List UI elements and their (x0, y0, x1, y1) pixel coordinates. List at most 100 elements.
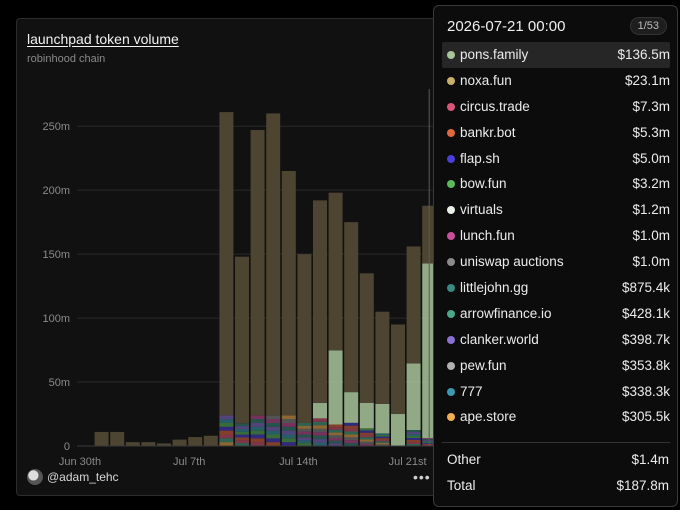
tooltip-item-name: noxa.fun (460, 72, 512, 88)
tooltip-item: bow.fun $3.2m (442, 171, 670, 197)
legend-dot-icon (447, 154, 455, 163)
bar-segment-noxa-fun (391, 324, 405, 415)
y-tick-label: 0 (64, 441, 70, 453)
bar-segment-other (375, 442, 390, 445)
bar-segment-other (297, 422, 312, 426)
x-tick-label: Jul 14th (279, 456, 318, 468)
bar-segment-other (375, 436, 390, 439)
bar-segment-noxa-fun (359, 273, 374, 403)
tooltip-item-value: $305.5k (621, 409, 670, 425)
tooltip-date: 2026-07-21 00:00 (447, 18, 566, 35)
bar-segment-other (219, 419, 234, 423)
bar-segment-other (328, 443, 343, 446)
bar-segment-other (344, 434, 359, 438)
tooltip-item-value: $1.2m (632, 202, 670, 218)
legend-dot-icon (447, 128, 455, 137)
tooltip-item-value: $1.0m (632, 254, 670, 270)
bar-segment-other (406, 430, 421, 433)
bar-segment-other (297, 434, 312, 438)
bar-segment-other (219, 415, 234, 420)
tooltip-item: pons.family $136.5m (442, 42, 670, 68)
bar-segment-other (266, 422, 281, 427)
bar-segment-noxa-fun (94, 431, 109, 446)
bar-segment-other (344, 443, 359, 446)
bar-segment-other (235, 440, 249, 444)
tooltip-page-indicator: 1/53 (629, 17, 667, 35)
bar-segment-other (328, 435, 343, 438)
tooltip-item: ape.store $305.5k (442, 404, 670, 430)
legend-dot-icon (447, 284, 455, 293)
chart-title[interactable]: launchpad token volume (27, 31, 179, 47)
tooltip-item: virtuals $1.2m (442, 197, 670, 223)
tooltip-item: pew.fun $353.8k (442, 353, 670, 379)
bar-segment-other (250, 438, 265, 443)
bar-segment-other (297, 443, 312, 446)
bar-segment-other (235, 443, 249, 446)
bar-segment-noxa-fun (297, 254, 312, 423)
bar-segment-other (375, 433, 390, 435)
tooltip-other-label: Other (447, 452, 481, 467)
bar-segment-other (266, 442, 281, 446)
bar-segment-other (281, 438, 296, 443)
tooltip-item: uniswap auctions $1.0m (442, 249, 670, 275)
bar-segment-noxa-fun (110, 431, 125, 446)
y-tick-label: 250m (42, 121, 70, 133)
tooltip-item: lunch.fun $1.0m (442, 223, 670, 249)
bar-segment-pons-family (328, 350, 343, 425)
bar-segment-other (375, 444, 390, 446)
bar-segment-other (235, 437, 249, 441)
bar-segment-other (281, 426, 296, 431)
tooltip-item: bankr.bot $5.3m (442, 120, 670, 146)
bar-segment-other (313, 439, 327, 443)
bar-segment-other (359, 443, 374, 446)
bar-segment-other (328, 437, 343, 441)
y-tick-label: 50m (49, 377, 70, 389)
bar-segment-noxa-fun (375, 311, 390, 404)
bar-segment-other (328, 429, 343, 433)
bar-segment-other (297, 440, 312, 444)
legend-dot-icon (447, 361, 455, 370)
bar-segment-other (344, 431, 359, 435)
bar-segment-other (250, 442, 265, 446)
bar-segment-other (297, 437, 312, 441)
bar-segment-other (250, 430, 265, 435)
legend-dot-icon (447, 180, 455, 189)
bar-segment-other (297, 428, 312, 432)
bar-segment-other (375, 439, 390, 442)
tooltip-item-name: bankr.bot (460, 124, 516, 140)
bar-segment-pons-family (359, 402, 374, 429)
tooltip-item-value: $7.3m (632, 98, 670, 114)
tooltip-item: littlejohn.gg $875.4k (442, 275, 670, 301)
tooltip-item-name: 777 (460, 383, 483, 399)
bar-segment-noxa-fun (203, 435, 218, 446)
tooltip-item-value: $1.0m (632, 228, 670, 244)
bar-segment-other (281, 434, 296, 439)
tooltip-item: flap.sh $5.0m (442, 146, 670, 172)
bar-segment-noxa-fun (328, 192, 343, 351)
chart-tooltip: 2026-07-21 00:00 1/53 pons.family $136.5m… (433, 5, 678, 507)
y-tick-label: 200m (42, 185, 70, 197)
legend-dot-icon (447, 232, 455, 241)
tooltip-total-label: Total (447, 478, 476, 493)
tooltip-item-name: arrowfinance.io (460, 305, 552, 321)
tooltip-item-value: $398.7k (621, 331, 670, 347)
tooltip-total-value: $187.8m (616, 478, 669, 493)
stacked-bar-chart[interactable]: 0 50m 100m 150m 200m 250m Jun 30th Jul 7th Jul 1… (17, 19, 437, 495)
bar-segment-pons-family (406, 363, 421, 431)
bar-segment-other (328, 440, 343, 444)
bar-segment-noxa-fun (219, 112, 234, 416)
tooltip-item: circus.trade $7.3m (442, 94, 670, 120)
tooltip-item: 777 $338.3k (442, 379, 670, 405)
tooltip-item-name: clanker.world (460, 331, 539, 347)
tooltip-item-name: virtuals (460, 202, 503, 218)
bar-segment-other (281, 415, 296, 420)
bar-segment-other (266, 419, 281, 423)
legend-dot-icon (447, 335, 455, 344)
tooltip-item-value: $428.1k (621, 305, 670, 321)
more-options-icon[interactable]: ••• (413, 469, 431, 485)
bar-segment-other (406, 438, 421, 441)
tooltip-item-value: $23.1m (624, 72, 670, 88)
bar-segment-other (359, 428, 374, 431)
tooltip-item-value: $875.4k (621, 280, 670, 296)
author-handle[interactable]: @adam_tehc (47, 470, 119, 484)
